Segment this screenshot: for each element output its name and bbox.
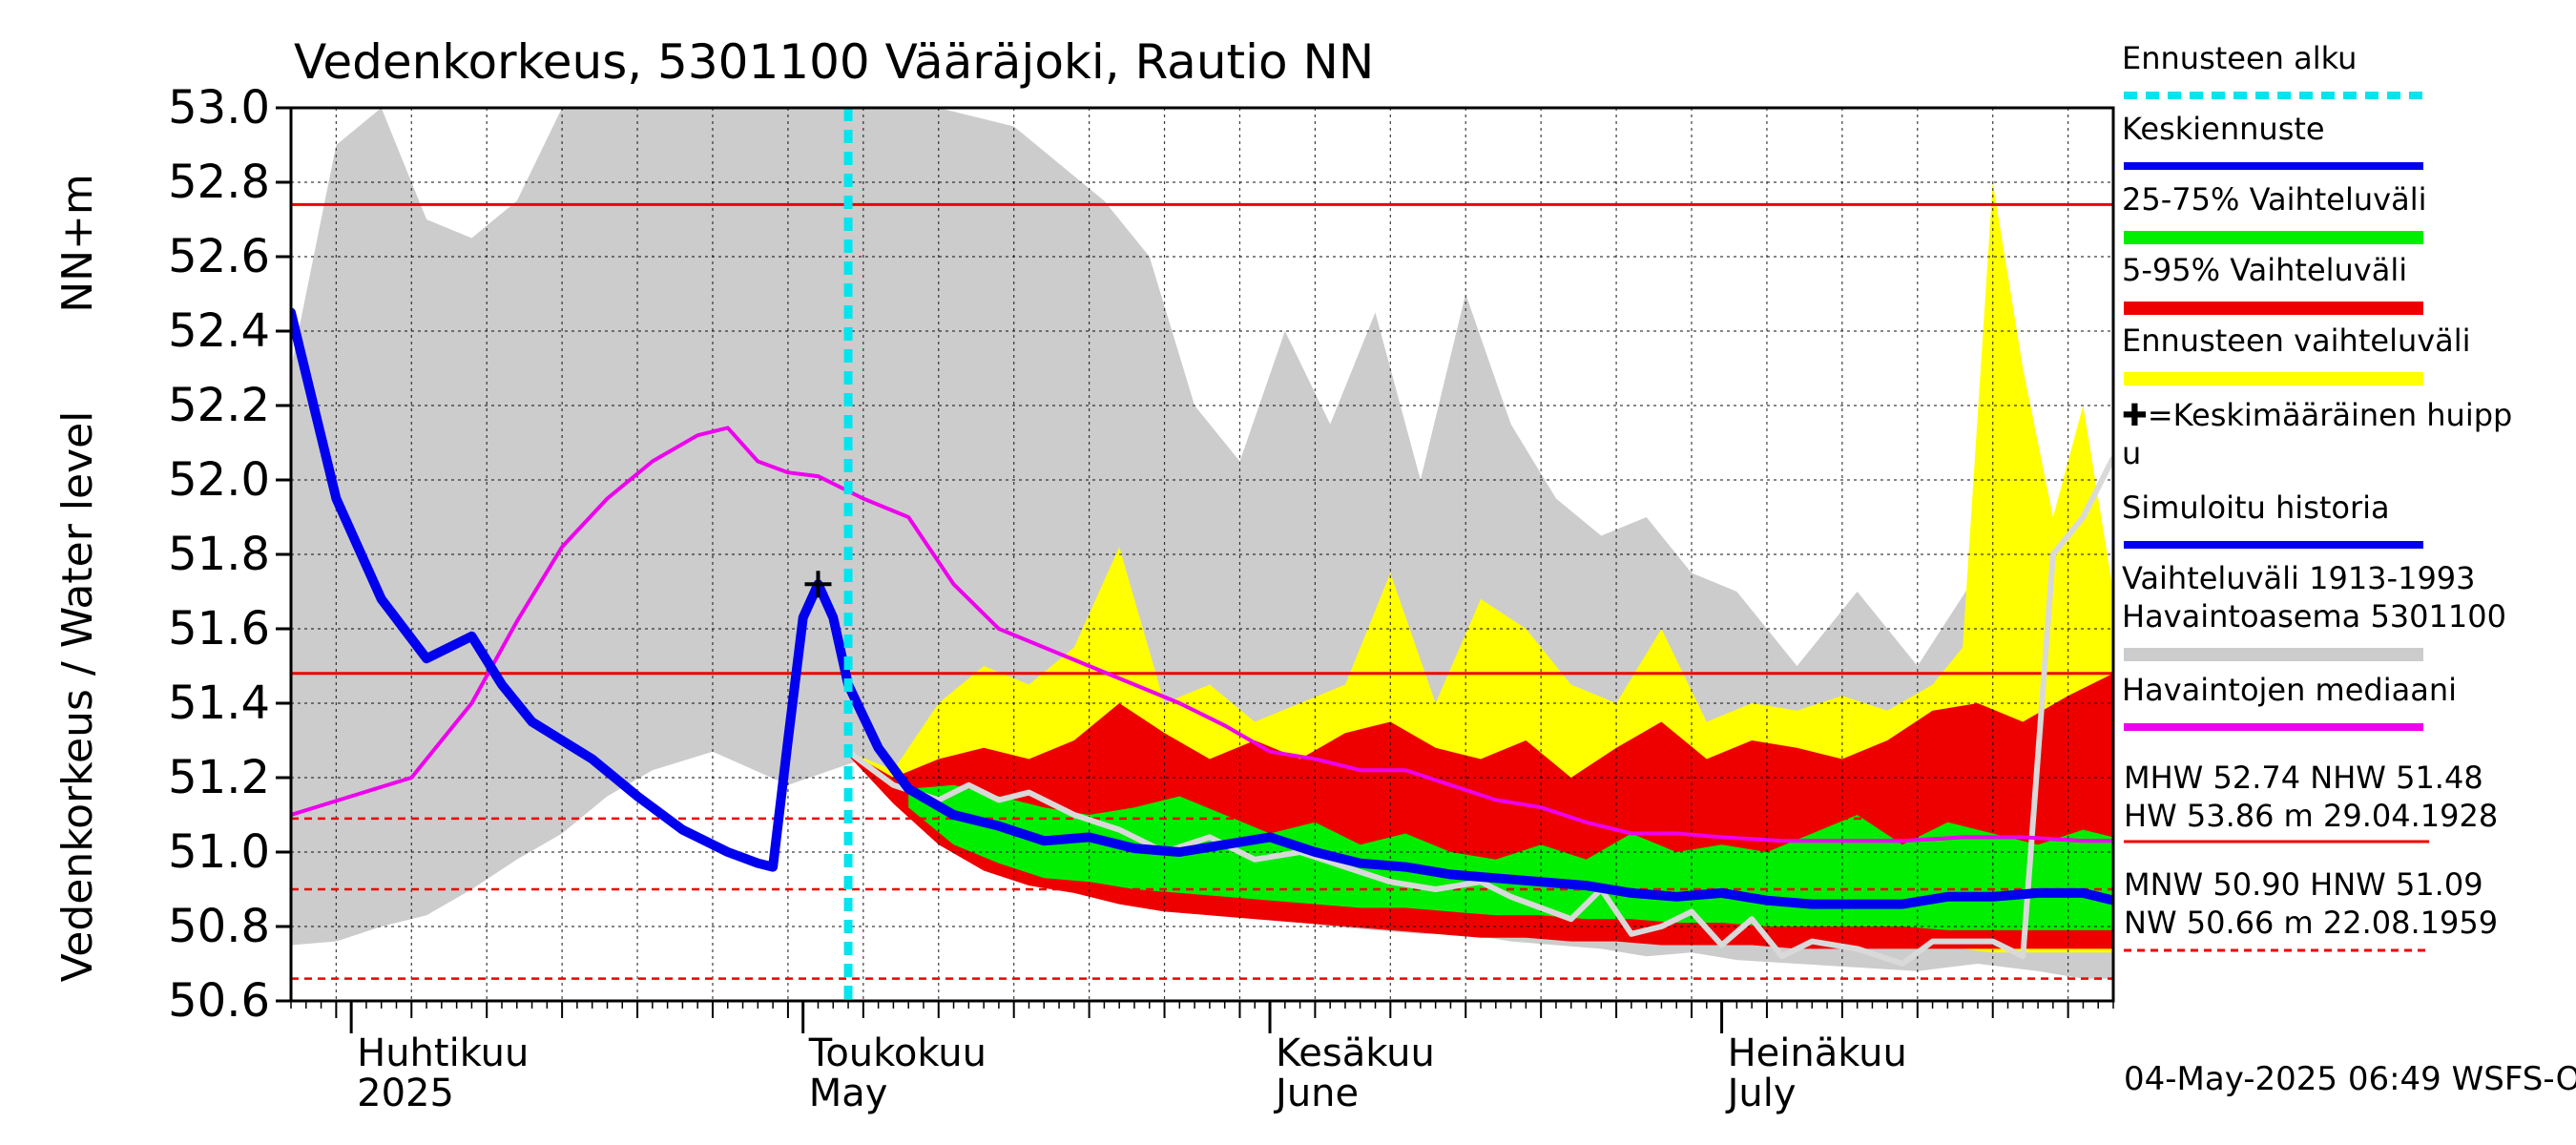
legend-swatch: [2124, 302, 2423, 315]
band-25-75: [908, 784, 2113, 930]
x-month-sublabel: May: [809, 1072, 888, 1115]
y-tick-label: 50.6: [168, 974, 270, 1028]
legend-label: ✚=Keskimääräinen huipp: [2122, 397, 2512, 433]
y-tick-label: 51.6: [168, 602, 270, 656]
x-month-label: Toukokuu: [808, 1031, 987, 1075]
legend-label: Ennusteen vaihteluväli: [2122, 323, 2471, 359]
legend-label: Ennusteen alku: [2122, 40, 2357, 76]
legend: Ennusteen alku Keskiennuste 25-75% Vaihtel…: [2122, 40, 2512, 731]
chart-title: Vedenkorkeus, 5301100 Vääräjoki, Rautio …: [294, 34, 1374, 90]
y-axis-label-text: Vedenkorkeus / Water level: [53, 411, 102, 983]
x-month-label: Huhtikuu: [357, 1031, 529, 1075]
x-month-label: Kesäkuu: [1276, 1031, 1435, 1075]
legend-label-line2: u: [2122, 435, 2141, 471]
mean-forecast-line: [291, 307, 2113, 909]
y-axis-unit-text: NN+m: [53, 174, 102, 313]
legend-label: Keskiennuste: [2122, 111, 2325, 147]
y-tick-label: 51.2: [168, 751, 270, 804]
y-tick-label: 52.0: [168, 453, 270, 507]
y-tick-label: 50.8: [168, 900, 270, 953]
legend-swatch: [2124, 648, 2423, 661]
legend-label: 5-95% Vaihteluväli: [2122, 252, 2407, 288]
light-forecast-line: [846, 456, 2113, 967]
legend-label: Havaintojen mediaani: [2122, 672, 2457, 708]
legend-swatch: [2124, 372, 2423, 385]
y-tick-label: 52.2: [168, 379, 270, 432]
x-month-sublabel: July: [1725, 1072, 1797, 1115]
x-month-sublabel: June: [1273, 1072, 1359, 1115]
legend-label: Vaihteluväli 1913-1993: [2122, 560, 2476, 596]
legend-label: Simuloitu historia: [2122, 489, 2390, 526]
stats-line-3: MNW 50.90 HNW 51.09: [2124, 866, 2483, 903]
y-axis-label: Vedenkorkeus / Water level NN+m: [53, 174, 102, 982]
footer-timestamp: 04-May-2025 06:49 WSFS-O: [2124, 1060, 2576, 1098]
stats-line-1: MHW 52.74 NHW 51.48: [2124, 760, 2483, 796]
y-tick-label: 51.4: [168, 677, 270, 730]
mean-peak-marker: [804, 571, 832, 598]
x-month-sublabel: 2025: [357, 1072, 454, 1115]
stats-line-2: HW 53.86 m 29.04.1928: [2124, 798, 2498, 834]
reference-stats: MHW 52.74 NHW 51.48 HW 53.86 m 29.04.192…: [2124, 760, 2498, 952]
legend-swatch: [2124, 231, 2423, 244]
y-tick-label: 51.8: [168, 528, 270, 581]
plot-area: 50.6 50.8 51.0 51.2 51.4 51.6 51.8 52.0 52.2 52.4…: [168, 81, 2115, 1115]
median-line: [291, 426, 2113, 843]
y-tick-label: 52.6: [168, 230, 270, 283]
y-tick-label: 51.0: [168, 825, 270, 879]
y-tick-label: 52.4: [168, 304, 270, 358]
legend-label-line2: Havaintoasema 5301100: [2122, 598, 2506, 635]
stats-line-4: NW 50.66 m 22.08.1959: [2124, 905, 2498, 941]
x-month-label: Heinäkuu: [1728, 1031, 1907, 1075]
y-tick-label: 53.0: [168, 81, 270, 135]
legend-label: 25-75% Vaihteluväli: [2122, 181, 2426, 218]
y-tick-label: 52.8: [168, 156, 270, 209]
